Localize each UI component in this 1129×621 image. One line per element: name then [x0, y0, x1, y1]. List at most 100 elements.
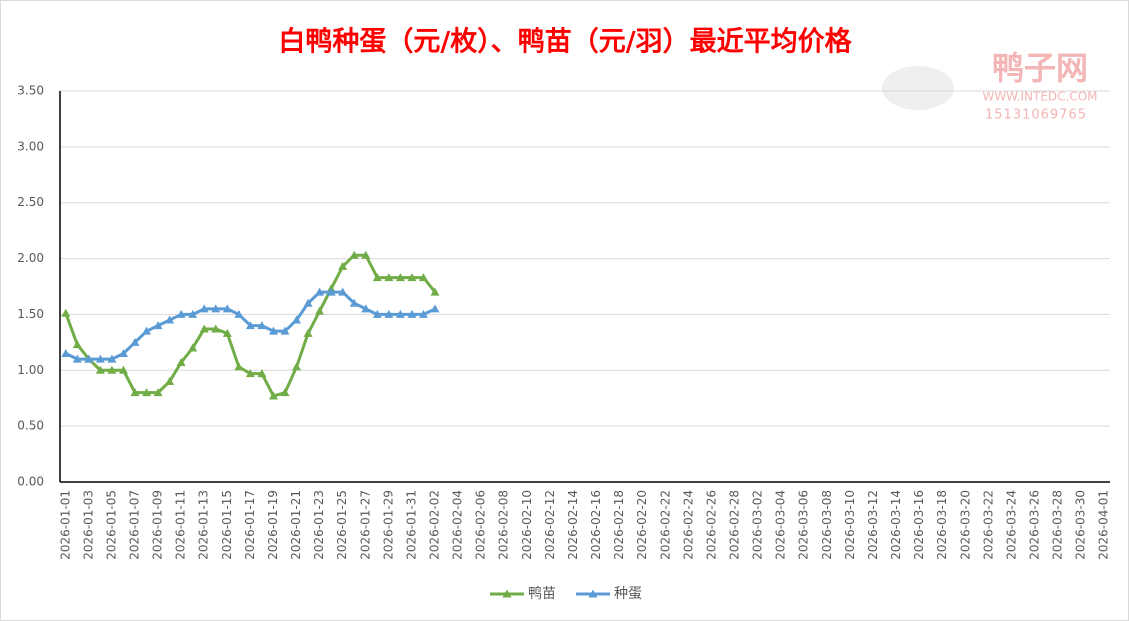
- legend-label: 鸭苗: [528, 586, 556, 602]
- data-point: [395, 309, 405, 318]
- data-point: [107, 365, 117, 374]
- data-point: [430, 304, 440, 313]
- data-point: [72, 354, 82, 363]
- data-point: [176, 309, 186, 318]
- x-tick-label: 2026-02-10: [520, 490, 534, 560]
- y-tick-label: 1.00: [17, 363, 44, 377]
- x-tick-label: 2026-01-23: [312, 490, 326, 560]
- data-point: [280, 388, 290, 397]
- x-tick-label: 2026-02-12: [543, 490, 557, 560]
- x-tick-label: 2026-03-02: [751, 490, 765, 560]
- data-point: [211, 304, 221, 313]
- data-point: [349, 298, 359, 307]
- data-point: [118, 365, 128, 374]
- y-tick-label: 1.50: [17, 307, 44, 321]
- data-point: [315, 306, 325, 315]
- data-point: [118, 349, 128, 358]
- data-point: [165, 376, 175, 385]
- data-point: [95, 354, 105, 363]
- data-point: [361, 304, 371, 313]
- data-point: [142, 388, 152, 397]
- x-tick-label: 2026-02-26: [704, 490, 718, 560]
- data-point: [303, 298, 313, 307]
- y-tick-label: 2.00: [17, 251, 44, 265]
- data-point: [338, 287, 348, 296]
- x-tick-label: 2026-01-11: [174, 490, 188, 560]
- x-tick-label: 2026-03-20: [958, 490, 972, 560]
- data-point: [418, 273, 428, 282]
- x-tick-label: 2026-01-21: [289, 490, 303, 560]
- data-point: [384, 273, 394, 282]
- data-point: [292, 315, 302, 324]
- x-tick-label: 2026-03-22: [981, 490, 995, 560]
- data-point: [418, 309, 428, 318]
- x-tick-label: 2026-01-19: [266, 490, 280, 560]
- x-tick-label: 2026-02-22: [658, 490, 672, 560]
- data-point: [326, 287, 336, 296]
- data-point: [395, 273, 405, 282]
- y-tick-label: 2.50: [17, 195, 44, 209]
- x-tick-label: 2026-01-09: [151, 490, 165, 560]
- x-tick-label: 2026-01-17: [243, 490, 257, 560]
- data-point: [130, 337, 140, 346]
- x-tick-label: 2026-01-31: [404, 490, 418, 560]
- x-tick-label: 2026-02-20: [635, 490, 649, 560]
- data-point: [142, 326, 152, 335]
- data-point: [372, 273, 382, 282]
- x-tick-label: 2026-03-14: [889, 490, 903, 560]
- x-tick-label: 2026-03-26: [1028, 490, 1042, 560]
- data-point: [222, 304, 232, 313]
- data-point: [361, 250, 371, 259]
- x-tick-label: 2026-02-08: [497, 490, 511, 560]
- data-point: [199, 324, 209, 333]
- data-point: [165, 315, 175, 324]
- data-point: [372, 309, 382, 318]
- x-tick-label: 2026-01-27: [358, 490, 372, 560]
- data-point: [130, 388, 140, 397]
- x-tick-label: 2026-03-10: [843, 490, 857, 560]
- x-tick-label: 2026-01-07: [128, 490, 142, 560]
- data-point: [199, 304, 209, 313]
- data-point: [315, 287, 325, 296]
- x-tick-label: 2026-03-16: [912, 490, 926, 560]
- data-point: [349, 250, 359, 259]
- data-point: [338, 261, 348, 270]
- data-point: [268, 326, 278, 335]
- watermark-site: WWW.INTEDC.COM: [982, 90, 1097, 104]
- x-tick-label: 2026-03-04: [774, 490, 788, 560]
- watermark-phone: 15131069765: [985, 108, 1087, 123]
- x-tick-label: 2026-01-15: [220, 490, 234, 560]
- x-tick-label: 2026-04-01: [1097, 490, 1111, 560]
- x-tick-label: 2026-01-05: [104, 490, 118, 560]
- data-point: [384, 309, 394, 318]
- x-tick-label: 2026-01-25: [335, 490, 349, 560]
- x-tick-label: 2026-02-18: [612, 490, 626, 560]
- x-tick-label: 2026-02-02: [428, 490, 442, 560]
- y-tick-label: 3.00: [17, 139, 44, 153]
- data-point: [84, 354, 94, 363]
- data-point: [211, 324, 221, 333]
- data-point: [107, 354, 117, 363]
- x-tick-label: 2026-01-13: [197, 490, 211, 560]
- x-tick-label: 2026-03-30: [1074, 490, 1088, 560]
- data-point: [72, 340, 82, 349]
- x-tick-label: 2026-01-29: [381, 490, 395, 560]
- x-tick-label: 2026-01-01: [58, 490, 72, 560]
- data-point: [222, 328, 232, 337]
- x-tick-label: 2026-02-28: [728, 490, 742, 560]
- y-tick-label: 0.00: [17, 475, 44, 489]
- x-tick-label: 2026-03-06: [797, 490, 811, 560]
- data-point: [234, 362, 244, 371]
- watermark-brand: 鸭子网: [992, 49, 1088, 87]
- x-tick-label: 2026-02-14: [566, 490, 580, 560]
- data-point: [188, 343, 198, 352]
- data-point: [407, 309, 417, 318]
- data-point: [61, 308, 71, 317]
- data-point: [257, 321, 267, 330]
- x-tick-label: 2026-02-24: [681, 490, 695, 560]
- data-point: [61, 349, 71, 358]
- data-point: [268, 391, 278, 400]
- data-point: [245, 369, 255, 378]
- x-tick-label: 2026-02-06: [474, 490, 488, 560]
- data-point: [153, 388, 163, 397]
